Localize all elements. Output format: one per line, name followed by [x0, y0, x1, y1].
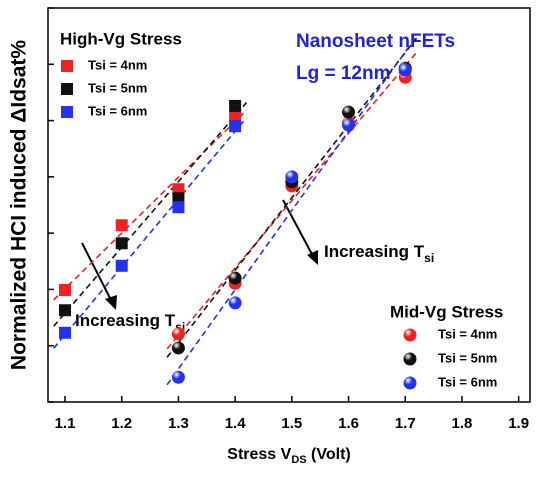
x-tick-label: 1.2	[111, 415, 132, 432]
arrow-text-main: Increasing T	[75, 311, 176, 330]
legend-label: Tsi = 4nm	[88, 57, 147, 72]
square-marker	[115, 219, 128, 232]
legend-title: Mid-Vg Stress	[390, 302, 503, 321]
fit-line	[166, 37, 418, 358]
square-marker	[229, 110, 242, 123]
arrow-text-main: Increasing T	[324, 242, 425, 261]
square-marker	[59, 326, 72, 339]
square-marker	[229, 99, 242, 112]
x-tick-label: 1.1	[55, 415, 76, 432]
arrow	[81, 242, 113, 303]
y-axis-label: Normalized HCI induced ΔIdsat%	[8, 40, 31, 370]
annotation-subtitle: Lg = 12nm	[296, 63, 391, 84]
arrow-text-sub: si	[424, 251, 434, 265]
legend-label: Tsi = 5nm	[438, 350, 497, 365]
sphere-marker	[228, 296, 242, 310]
sphere-marker	[285, 170, 299, 184]
fit-line	[53, 109, 248, 301]
fit-line	[53, 117, 248, 349]
legend-label: Tsi = 6nm	[438, 374, 497, 389]
square-marker	[172, 192, 185, 205]
arrow-text-sub: si	[175, 320, 185, 334]
annotation-title: Nanosheet nFETs	[296, 31, 455, 52]
fit-line	[166, 51, 418, 350]
sphere-marker	[342, 105, 356, 119]
plot-frame	[47, 7, 531, 403]
arrow	[282, 199, 315, 259]
x-tick-label: 1.5	[281, 415, 302, 432]
legend-marker	[61, 60, 73, 72]
legend-label: Tsi = 4nm	[438, 326, 497, 341]
square-marker	[59, 283, 72, 296]
sphere-marker	[342, 118, 356, 132]
annotation-arrow-text: Increasing Tsi	[75, 311, 185, 334]
legend-label: Tsi = 5nm	[88, 80, 147, 95]
sphere-marker	[171, 370, 185, 384]
square-marker	[229, 120, 242, 133]
sphere-marker	[398, 63, 412, 77]
annotation-arrow-text: Increasing Tsi	[324, 242, 434, 265]
x-label-rest: (Volt)	[307, 446, 351, 463]
x-tick-label: 1.6	[338, 415, 359, 432]
fit-line	[166, 35, 418, 386]
square-marker	[115, 259, 128, 272]
x-tick-label: 1.3	[168, 415, 189, 432]
arrow-head	[307, 250, 318, 265]
sphere-marker	[171, 341, 185, 355]
arrow-head	[105, 295, 117, 310]
square-marker	[59, 304, 72, 317]
x-axis-label: Stress VDS (Volt)	[227, 446, 350, 466]
sphere-marker	[228, 271, 242, 285]
x-tick-label: 1.8	[452, 415, 473, 432]
square-marker	[115, 237, 128, 250]
legend-marker	[403, 328, 417, 342]
square-marker	[172, 183, 185, 196]
sphere-marker	[171, 327, 185, 341]
x-label-sub: DS	[291, 454, 306, 466]
legend-marker	[61, 83, 73, 95]
x-tick-label: 1.7	[395, 415, 416, 432]
legend-marker	[61, 106, 73, 118]
x-tick-label: 1.9	[508, 415, 529, 432]
square-marker	[172, 201, 185, 214]
legend-marker	[403, 376, 417, 390]
legend-label: Tsi = 6nm	[88, 103, 147, 118]
x-tick-label: 1.4	[225, 415, 247, 432]
legend-title: High-Vg Stress	[60, 29, 182, 48]
x-label-main: Stress V	[227, 446, 291, 463]
legend-marker	[403, 352, 417, 366]
